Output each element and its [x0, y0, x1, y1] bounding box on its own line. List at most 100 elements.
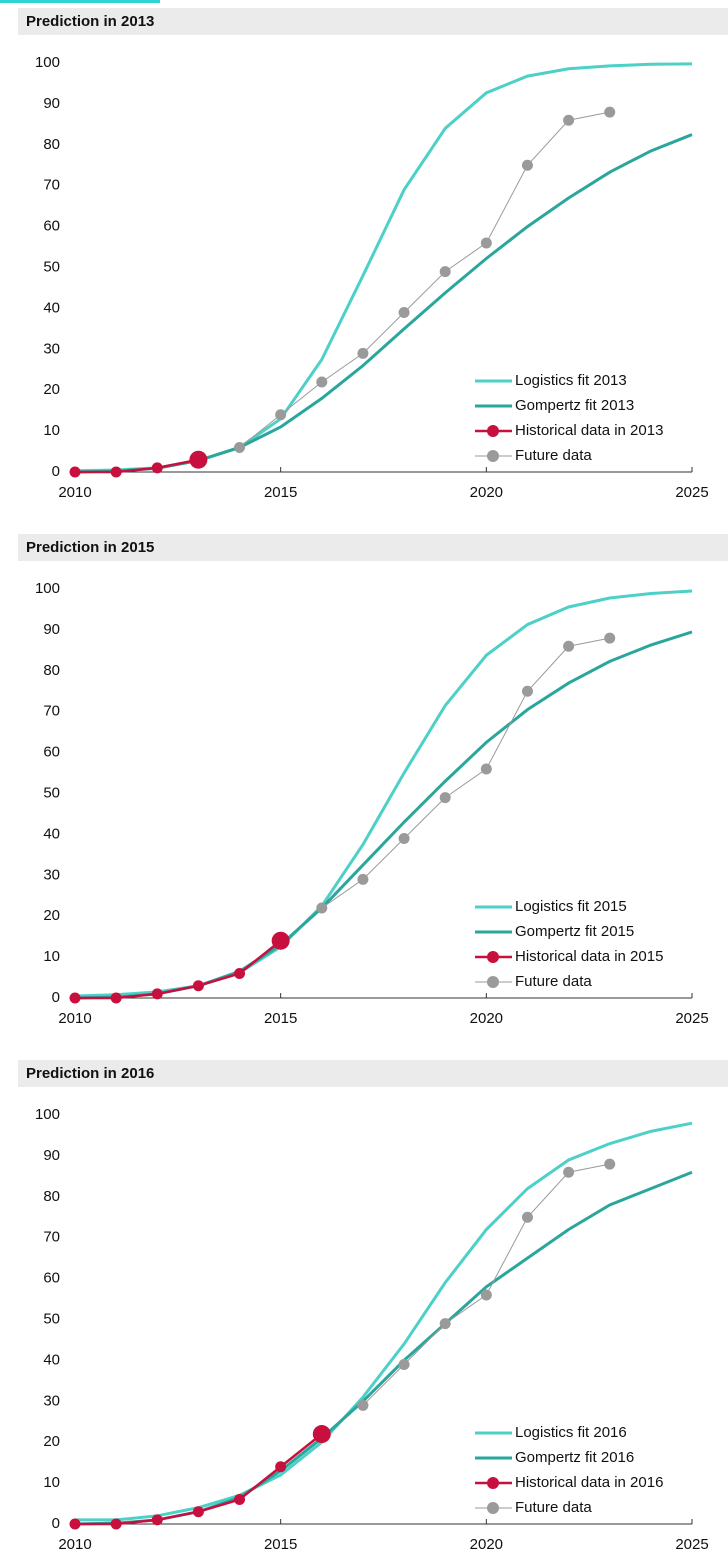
- data-point: [480, 763, 492, 775]
- legend-marker: [487, 1477, 499, 1489]
- data-point: [110, 992, 122, 1004]
- legend-label: Historical data in 2015: [515, 948, 663, 965]
- y-tick-label: 20: [43, 1433, 60, 1450]
- y-tick-label: 20: [43, 907, 60, 924]
- data-point: [316, 902, 328, 914]
- data-point: [398, 1358, 410, 1370]
- legend-label: Logistics fit 2015: [515, 898, 627, 915]
- y-tick-label: 60: [43, 744, 60, 761]
- data-point: [69, 1518, 81, 1530]
- y-tick-label: 70: [43, 703, 60, 720]
- x-tick-label: 2020: [470, 484, 503, 501]
- data-point: [480, 237, 492, 249]
- y-tick-label: 0: [52, 463, 60, 480]
- data-point: [439, 266, 451, 278]
- data-point: [398, 832, 410, 844]
- data-point: [151, 1514, 163, 1526]
- series-line: [75, 939, 282, 1000]
- legend-label: Future data: [515, 447, 592, 464]
- series-line: [74, 630, 693, 1000]
- y-tick-label: 30: [43, 866, 60, 883]
- data-point: [316, 376, 328, 388]
- series-line: [75, 458, 199, 474]
- data-point: [521, 685, 533, 697]
- data-point: [275, 1461, 287, 1473]
- data-point: [234, 441, 246, 453]
- chart-title: Prediction in 2016: [26, 1065, 154, 1082]
- data-point: [234, 1493, 246, 1505]
- y-tick-label: 50: [43, 784, 60, 801]
- y-tick-label: 100: [35, 1106, 60, 1123]
- x-tick-label: 2010: [58, 484, 91, 501]
- legend-marker: [487, 450, 499, 462]
- legend-marker: [487, 976, 499, 988]
- y-tick-label: 100: [35, 54, 60, 71]
- data-point: [110, 466, 122, 478]
- data-point: [604, 632, 616, 644]
- data-point: [275, 409, 287, 421]
- data-point: [357, 1399, 369, 1411]
- data-point: [69, 466, 81, 478]
- y-tick-label: 60: [43, 218, 60, 235]
- y-tick-label: 0: [52, 1515, 60, 1532]
- data-point: [563, 1166, 575, 1178]
- data-point: [480, 1289, 492, 1301]
- y-tick-label: 0: [52, 989, 60, 1006]
- data-point: [357, 873, 369, 885]
- data-point: [110, 1518, 122, 1530]
- y-tick-label: 90: [43, 1147, 60, 1164]
- y-tick-label: 80: [43, 136, 60, 153]
- data-point: [271, 931, 290, 950]
- x-tick-label: 2025: [675, 1536, 708, 1553]
- data-point: [189, 450, 208, 469]
- x-tick-label: 2025: [675, 484, 708, 501]
- data-point: [604, 106, 616, 118]
- chart-title: Prediction in 2015: [26, 539, 154, 556]
- x-tick-label: 2015: [264, 1010, 297, 1027]
- x-tick-label: 2020: [470, 1536, 503, 1553]
- series-line: [362, 1163, 610, 1406]
- data-point: [439, 792, 451, 804]
- legend-marker: [487, 1502, 499, 1514]
- y-tick-label: 50: [43, 258, 60, 275]
- x-tick-label: 2020: [470, 1010, 503, 1027]
- y-tick-label: 40: [43, 825, 60, 842]
- legend-label: Historical data in 2016: [515, 1474, 663, 1491]
- y-tick-label: 40: [43, 299, 60, 316]
- x-tick-label: 2015: [264, 484, 297, 501]
- legend-label: Logistics fit 2013: [515, 372, 627, 389]
- series-line: [321, 637, 610, 909]
- data-point: [563, 640, 575, 652]
- legend-label: Gompertz fit 2015: [515, 923, 634, 940]
- series-line: [239, 111, 610, 448]
- y-tick-label: 30: [43, 1392, 60, 1409]
- data-point: [151, 988, 163, 1000]
- chart-panel: Prediction in 2016 0 10 20 30 40 50 60 70 80 90 100…: [18, 1060, 728, 1553]
- header-bar: [18, 1060, 728, 1087]
- y-tick-label: 10: [43, 1474, 60, 1491]
- x-tick-label: 2010: [58, 1010, 91, 1027]
- data-point: [312, 1425, 331, 1444]
- y-tick-label: 80: [43, 1188, 60, 1205]
- x-tick-label: 2015: [264, 1536, 297, 1553]
- y-tick-label: 40: [43, 1351, 60, 1368]
- y-tick-label: 50: [43, 1310, 60, 1327]
- header-bar: [18, 534, 728, 561]
- y-tick-label: 100: [35, 580, 60, 597]
- data-point: [439, 1318, 451, 1330]
- data-point: [521, 159, 533, 171]
- data-point: [192, 980, 204, 992]
- chart-panel: Prediction in 2015 0 10 20 30 40 50 60 70 80 90 100…: [18, 534, 728, 1027]
- y-tick-label: 20: [43, 381, 60, 398]
- data-point: [563, 114, 575, 126]
- legend-label: Historical data in 2013: [515, 422, 663, 439]
- series-line: [74, 1170, 693, 1526]
- y-tick-label: 80: [43, 662, 60, 679]
- legend-label: Gompertz fit 2016: [515, 1449, 634, 1466]
- y-tick-label: 10: [43, 422, 60, 439]
- legend-marker: [487, 425, 499, 437]
- chart-title: Prediction in 2013: [26, 13, 154, 30]
- data-point: [151, 462, 163, 474]
- y-tick-label: 70: [43, 1229, 60, 1246]
